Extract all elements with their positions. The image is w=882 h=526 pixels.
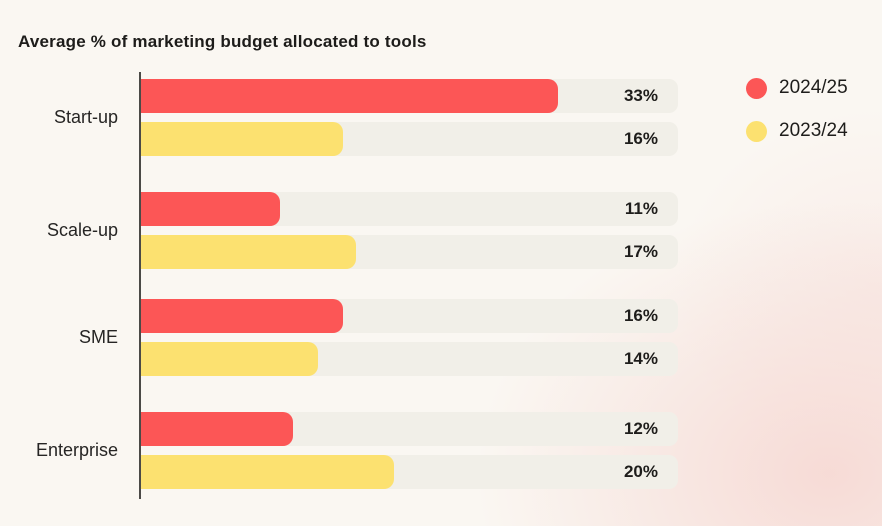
- legend-item-2023-24: 2023/24: [746, 120, 848, 142]
- legend-dot-yellow: [746, 120, 767, 142]
- value-label: 17%: [623, 242, 658, 261]
- category-label: Enterprise: [35, 440, 118, 460]
- bar-2024-25: [141, 79, 558, 113]
- value-label: 12%: [623, 419, 658, 438]
- bar-track: 17%: [141, 235, 678, 269]
- bar-2023-24: [141, 235, 356, 269]
- legend-label: 2024/25: [779, 77, 848, 98]
- bar-2023-24: [141, 342, 318, 376]
- bar-2023-24: [141, 122, 343, 156]
- bar-track: 33%: [141, 79, 678, 113]
- bar-track: 20%: [141, 455, 678, 489]
- category-label: Scale-up: [46, 220, 118, 240]
- legend-label: 2023/24: [779, 120, 848, 141]
- bar-track: 14%: [141, 342, 678, 376]
- value-label: 20%: [623, 462, 658, 481]
- category-label: Start-up: [53, 107, 118, 127]
- category-label: SME: [78, 327, 118, 347]
- bar-track: 16%: [141, 122, 678, 156]
- value-label: 11%: [624, 199, 658, 218]
- value-label: 33%: [623, 86, 658, 105]
- value-label: 16%: [623, 129, 658, 148]
- bar-track: 11%: [141, 192, 678, 226]
- bar-track: 12%: [141, 412, 678, 446]
- chart-title: Average % of marketing budget allocated …: [18, 32, 427, 52]
- bar-2023-24: [141, 455, 394, 489]
- bar-2024-25: [141, 412, 293, 446]
- y-axis-line: [139, 72, 141, 499]
- legend-dot-red: [746, 77, 767, 99]
- value-label: 14%: [623, 349, 658, 368]
- legend-item-2024-25: 2024/25: [746, 77, 848, 99]
- value-label: 16%: [623, 306, 658, 325]
- bar-track: 16%: [141, 299, 678, 333]
- legend: 2024/25 2023/24: [746, 77, 848, 163]
- bar-2024-25: [141, 299, 343, 333]
- bar-2024-25: [141, 192, 280, 226]
